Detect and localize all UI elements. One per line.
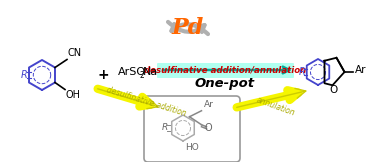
Text: ArSO: ArSO [118,67,146,77]
Text: Ar: Ar [354,65,366,75]
Text: +: + [97,68,109,82]
Text: R: R [21,70,28,80]
Text: annulation: annulation [255,96,296,118]
Text: OH: OH [66,91,81,100]
Text: One-pot: One-pot [195,76,255,89]
Text: Ar: Ar [204,100,213,109]
Text: Pd: Pd [172,17,204,39]
FancyBboxPatch shape [144,96,240,162]
Text: 2: 2 [139,70,144,80]
FancyBboxPatch shape [157,63,294,78]
Text: O: O [204,123,212,133]
Text: R: R [299,67,305,77]
Text: Na: Na [143,67,158,77]
Text: O: O [329,85,338,95]
Text: HO: HO [185,144,199,152]
Text: CN: CN [68,48,82,58]
Text: desulfinative addition/annulation: desulfinative addition/annulation [144,65,306,75]
Text: R: R [162,123,168,133]
Text: desulfinative addition: desulfinative addition [105,86,187,118]
